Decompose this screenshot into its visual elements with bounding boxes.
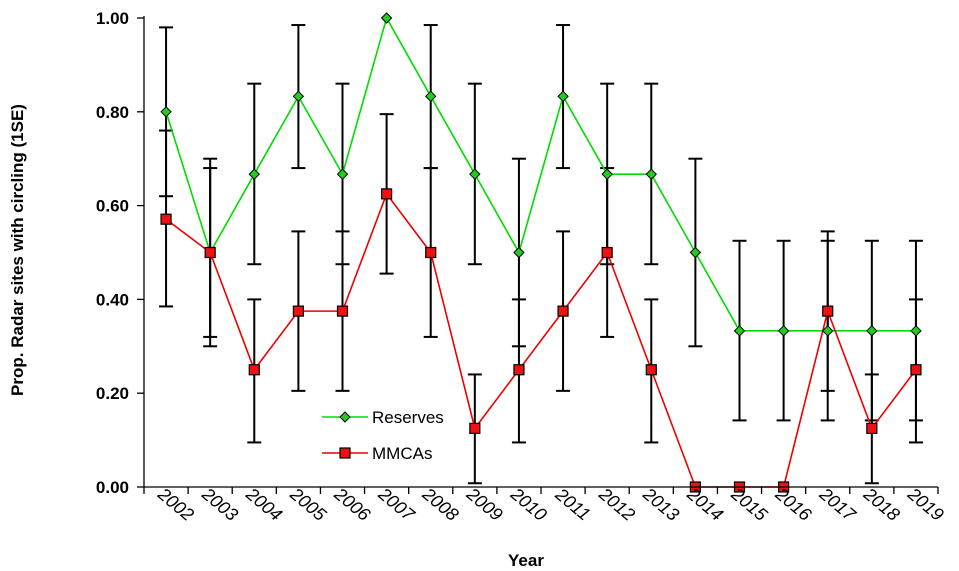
reserves-point xyxy=(601,168,613,180)
series-markers xyxy=(160,12,922,493)
x-tick-label: 2018 xyxy=(859,483,903,525)
reserves-point xyxy=(777,325,790,337)
reserves-point xyxy=(292,90,305,103)
x-tick-label: 2002 xyxy=(153,483,197,525)
mmcas-point xyxy=(425,246,437,259)
mmcas-point xyxy=(336,305,349,317)
x-tick-label: 2003 xyxy=(197,483,241,525)
reserves-point xyxy=(469,168,481,180)
mmcas-point xyxy=(469,422,481,434)
mmcas-point xyxy=(381,188,393,200)
axes: 0.00 0.20 0.40 0.60 0.80 1.00 2002 2003 2004 2005… xyxy=(96,9,948,526)
legend-label: Reserves xyxy=(372,408,444,427)
x-tick-label: 2009 xyxy=(462,483,506,525)
x-tick-label: 2004 xyxy=(242,483,286,525)
mmcas-point xyxy=(822,305,834,317)
mmcas-point xyxy=(866,422,878,434)
x-tick-label: 2017 xyxy=(815,483,860,525)
x-tick-label: 2005 xyxy=(286,483,331,525)
y-tick-label: 0.20 xyxy=(96,384,129,403)
mmcas-point xyxy=(292,305,304,317)
reserves-point xyxy=(380,12,393,24)
x-tick-label: 2011 xyxy=(551,484,594,525)
x-tick-label: 2014 xyxy=(683,483,727,525)
y-tick-label: 1.00 xyxy=(96,9,129,28)
reserves-point xyxy=(689,246,702,259)
reserves-point xyxy=(336,168,349,180)
x-tick-label: 2015 xyxy=(727,483,772,525)
mmcas-point xyxy=(204,246,216,259)
reserves-line xyxy=(165,15,916,332)
y-tick-label: 0.60 xyxy=(96,197,129,216)
error-bars xyxy=(159,24,923,485)
mmcas-line xyxy=(165,192,917,488)
legend-marker xyxy=(339,411,351,423)
x-tick-label: 2007 xyxy=(374,483,419,525)
legend-marker xyxy=(339,447,351,459)
y-tick-label: 0.00 xyxy=(96,478,129,497)
mmcas-point xyxy=(557,305,569,317)
reserves-point xyxy=(822,325,834,337)
reserves-point xyxy=(557,90,569,103)
series-lines xyxy=(165,15,917,488)
legend: Reserves MMCAs xyxy=(322,408,444,463)
legend-label: MMCAs xyxy=(372,444,432,463)
x-tick-label: 2010 xyxy=(506,483,550,525)
y-tick-label: 0.40 xyxy=(96,290,129,309)
mmcas-point xyxy=(248,364,260,376)
reserves-point xyxy=(425,90,437,103)
reserves-point xyxy=(248,168,260,180)
mmcas-point xyxy=(910,364,922,376)
reserves-point xyxy=(733,325,746,337)
x-tick-label: 2006 xyxy=(330,483,375,525)
x-axis-title: Year xyxy=(508,551,544,570)
mmcas-point xyxy=(513,364,525,376)
reserves-point xyxy=(910,325,922,337)
reserves-point xyxy=(866,325,878,337)
mmcas-point xyxy=(160,213,172,225)
reserves-point xyxy=(645,168,657,180)
y-tick-label: 0.80 xyxy=(96,103,129,122)
mmcas-point xyxy=(645,364,657,376)
legend-item-reserves: Reserves xyxy=(322,408,444,427)
x-tick-label: 2019 xyxy=(903,483,947,525)
x-tick-label: 2016 xyxy=(771,483,816,525)
reserves-point xyxy=(513,246,525,259)
y-axis-title: Prop. Radar sites with circling (1SE) xyxy=(8,104,27,396)
reserves-point xyxy=(160,106,172,118)
mmcas-point xyxy=(601,246,613,259)
x-tick-label: 2013 xyxy=(639,483,683,525)
x-tick-label: 2008 xyxy=(418,483,462,525)
x-tick-label: 2012 xyxy=(594,483,638,525)
legend-item-mmcas: MMCAs xyxy=(322,444,432,463)
